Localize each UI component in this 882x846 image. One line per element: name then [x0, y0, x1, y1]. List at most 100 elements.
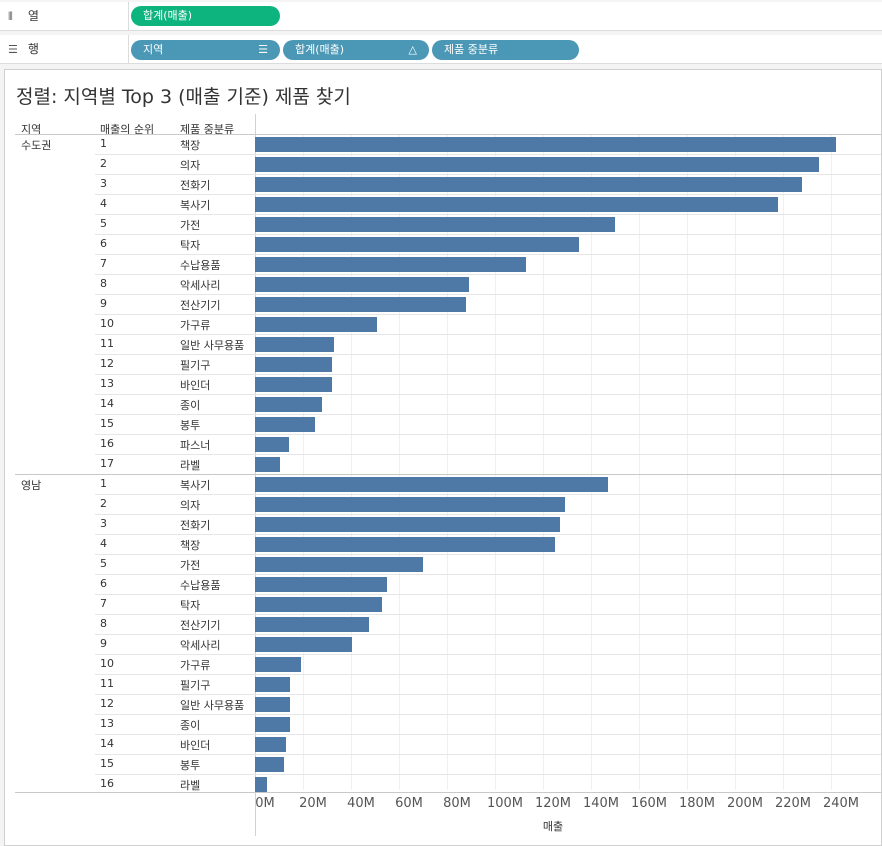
subcategory-cell[interactable]: 악세사리	[180, 639, 221, 652]
bar-mark[interactable]	[255, 537, 555, 552]
rank-cell[interactable]: 3	[100, 177, 107, 190]
subcategory-cell[interactable]: 책장	[180, 139, 201, 152]
rank-cell[interactable]: 15	[100, 417, 114, 430]
subcategory-cell[interactable]: 종이	[180, 399, 201, 412]
subcategory-cell[interactable]: 일반 사무용품	[180, 699, 245, 712]
subcategory-cell[interactable]: 복사기	[180, 479, 211, 492]
bar-mark[interactable]	[255, 557, 423, 572]
bar-mark[interactable]	[255, 617, 369, 632]
rank-cell[interactable]: 6	[100, 237, 107, 250]
subcategory-cell[interactable]: 일반 사무용품	[180, 339, 245, 352]
bar-mark[interactable]	[255, 517, 560, 532]
rows-pill-subcategory[interactable]: 제품 중분류	[432, 40, 579, 60]
subcategory-cell[interactable]: 전산기기	[180, 619, 221, 632]
rank-cell[interactable]: 3	[100, 517, 107, 530]
rank-cell[interactable]: 1	[100, 137, 107, 150]
bar-mark[interactable]	[255, 597, 382, 612]
bar-mark[interactable]	[255, 697, 290, 712]
subcategory-cell[interactable]: 가전	[180, 559, 201, 572]
subcategory-cell[interactable]: 가구류	[180, 659, 211, 672]
rank-cell[interactable]: 8	[100, 277, 107, 290]
rank-cell[interactable]: 8	[100, 617, 107, 630]
subcategory-cell[interactable]: 수납용품	[180, 259, 221, 272]
worksheet-view[interactable]: 정렬: 지역별 Top 3 (매출 기준) 제품 찾기 지역 매출의 순위 제품…	[4, 69, 882, 846]
bar-mark[interactable]	[255, 677, 290, 692]
rank-cell[interactable]: 2	[100, 497, 107, 510]
rank-cell[interactable]: 10	[100, 657, 114, 670]
bar-mark[interactable]	[255, 577, 387, 592]
rank-cell[interactable]: 5	[100, 557, 107, 570]
rank-cell[interactable]: 16	[100, 437, 114, 450]
subcategory-cell[interactable]: 의자	[180, 159, 201, 172]
bar-mark[interactable]	[255, 317, 377, 332]
subcategory-cell[interactable]: 필기구	[180, 679, 211, 692]
bar-mark[interactable]	[255, 197, 778, 212]
subcategory-cell[interactable]: 전화기	[180, 519, 211, 532]
subcategory-cell[interactable]: 라벨	[180, 779, 201, 792]
bar-mark[interactable]	[255, 437, 289, 452]
bar-mark[interactable]	[255, 217, 615, 232]
rank-cell[interactable]: 11	[100, 677, 114, 690]
rank-cell[interactable]: 10	[100, 317, 114, 330]
region-label[interactable]: 수도권	[21, 139, 52, 152]
subcategory-cell[interactable]: 전산기기	[180, 299, 221, 312]
subcategory-cell[interactable]: 탁자	[180, 599, 201, 612]
subcategory-cell[interactable]: 악세사리	[180, 279, 221, 292]
rank-cell[interactable]: 17	[100, 457, 114, 470]
rank-cell[interactable]: 1	[100, 477, 107, 490]
bar-mark[interactable]	[255, 717, 290, 732]
subcategory-cell[interactable]: 라벨	[180, 459, 201, 472]
bar-mark[interactable]	[255, 297, 466, 312]
header-subcategory[interactable]: 제품 중분류	[180, 123, 235, 136]
x-axis-title[interactable]: 매출	[542, 820, 564, 833]
bar-mark[interactable]	[255, 497, 565, 512]
rank-cell[interactable]: 14	[100, 397, 114, 410]
bar-mark[interactable]	[255, 237, 579, 252]
bar-mark[interactable]	[255, 257, 526, 272]
rows-shelf[interactable]: ☰ 행 지역 ☰ 합계(매출) △ 제품 중분류	[0, 35, 882, 64]
subcategory-cell[interactable]: 전화기	[180, 179, 211, 192]
rank-cell[interactable]: 16	[100, 777, 114, 790]
subcategory-cell[interactable]: 수납용품	[180, 579, 221, 592]
bar-mark[interactable]	[255, 357, 332, 372]
subcategory-cell[interactable]: 의자	[180, 499, 201, 512]
rank-cell[interactable]: 7	[100, 597, 107, 610]
bar-mark[interactable]	[255, 457, 280, 472]
subcategory-cell[interactable]: 종이	[180, 719, 201, 732]
bar-mark[interactable]	[255, 737, 286, 752]
rank-cell[interactable]: 4	[100, 537, 107, 550]
rank-cell[interactable]: 2	[100, 157, 107, 170]
bar-mark[interactable]	[255, 277, 469, 292]
subcategory-cell[interactable]: 바인더	[180, 379, 211, 392]
bar-mark[interactable]	[255, 657, 301, 672]
subcategory-cell[interactable]: 봉투	[180, 419, 201, 432]
bar-mark[interactable]	[255, 757, 284, 772]
bar-mark[interactable]	[255, 137, 836, 152]
rows-pill-region[interactable]: 지역 ☰	[131, 40, 280, 60]
subcategory-cell[interactable]: 파스너	[180, 439, 211, 452]
subcategory-cell[interactable]: 봉투	[180, 759, 201, 772]
subcategory-cell[interactable]: 바인더	[180, 739, 211, 752]
bar-mark[interactable]	[255, 477, 608, 492]
rank-cell[interactable]: 9	[100, 297, 107, 310]
subcategory-cell[interactable]: 탁자	[180, 239, 201, 252]
rows-pill-sum-sales[interactable]: 합계(매출) △	[283, 40, 429, 60]
subcategory-cell[interactable]: 복사기	[180, 199, 211, 212]
rank-cell[interactable]: 9	[100, 637, 107, 650]
rank-cell[interactable]: 7	[100, 257, 107, 270]
bar-mark[interactable]	[255, 637, 352, 652]
subcategory-cell[interactable]: 가전	[180, 219, 201, 232]
subcategory-cell[interactable]: 필기구	[180, 359, 211, 372]
bar-mark[interactable]	[255, 397, 322, 412]
bar-mark[interactable]	[255, 777, 267, 792]
bar-mark[interactable]	[255, 417, 315, 432]
rank-cell[interactable]: 5	[100, 217, 107, 230]
rank-cell[interactable]: 13	[100, 717, 114, 730]
rank-cell[interactable]: 15	[100, 757, 114, 770]
rank-cell[interactable]: 12	[100, 357, 114, 370]
subcategory-cell[interactable]: 가구류	[180, 319, 211, 332]
bar-mark[interactable]	[255, 337, 334, 352]
rank-cell[interactable]: 11	[100, 337, 114, 350]
columns-pill-sum-sales[interactable]: 합계(매출)	[131, 6, 280, 26]
rank-cell[interactable]: 4	[100, 197, 107, 210]
